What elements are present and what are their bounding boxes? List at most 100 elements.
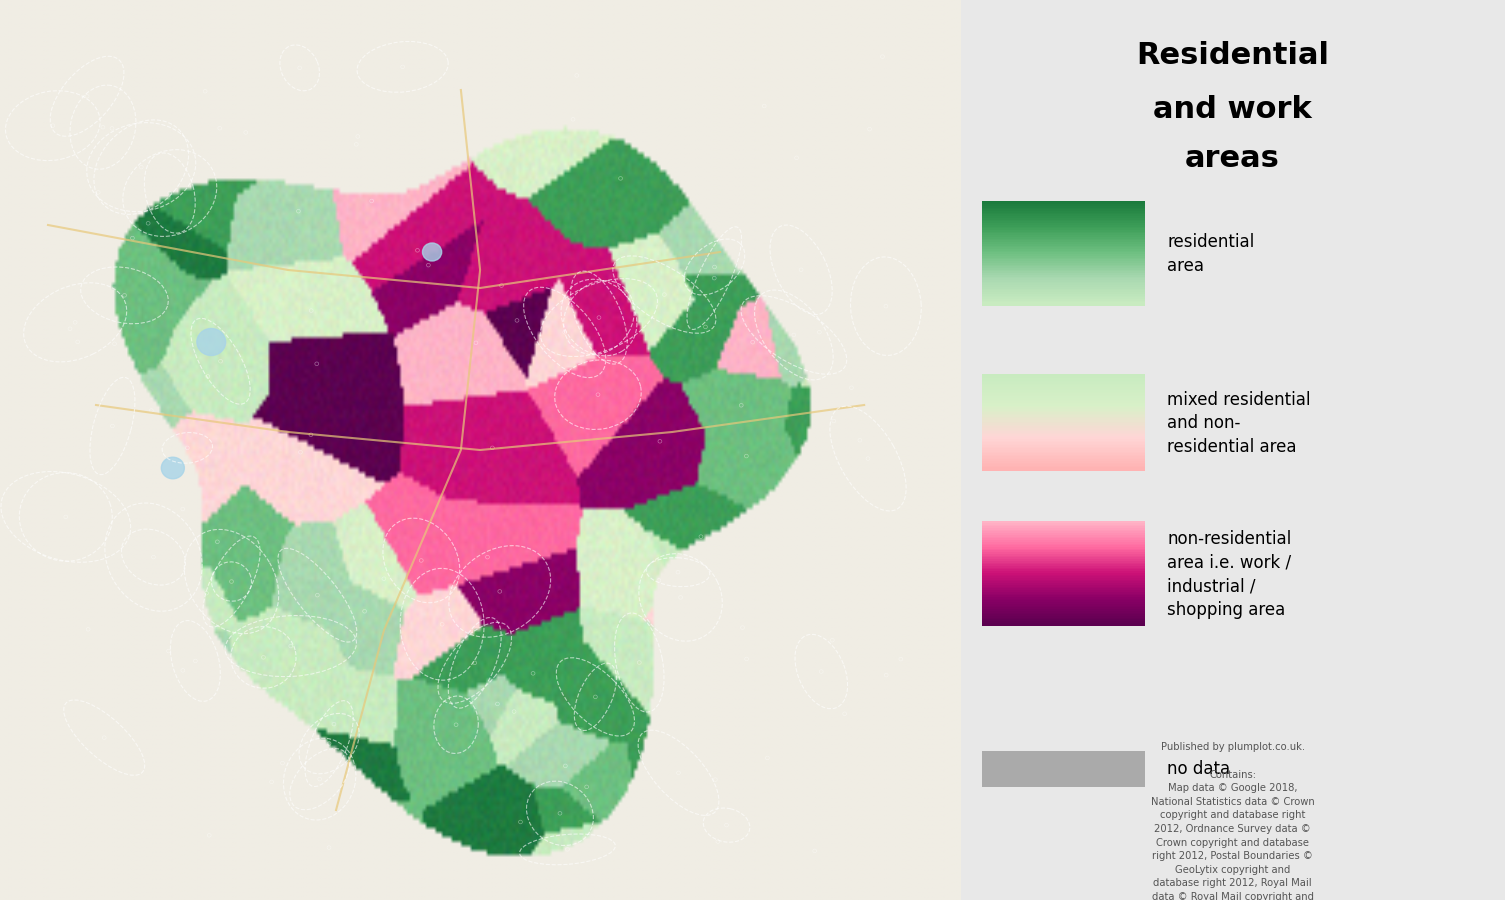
Bar [981, 574, 1145, 578]
Bar [981, 448, 1145, 452]
Bar [981, 230, 1145, 233]
Text: and work: and work [1153, 94, 1312, 123]
Bar [981, 289, 1145, 293]
Bar [981, 297, 1145, 301]
Bar [981, 257, 1145, 261]
Bar [981, 421, 1145, 425]
Bar [981, 425, 1145, 428]
Bar [981, 244, 1145, 248]
Bar [981, 389, 1145, 392]
Bar [981, 261, 1145, 265]
Circle shape [423, 243, 441, 261]
Bar [981, 254, 1145, 257]
Bar [981, 218, 1145, 221]
Bar [981, 278, 1145, 282]
Bar [981, 382, 1145, 385]
Bar [981, 408, 1145, 410]
Bar [981, 613, 1145, 616]
Bar [981, 233, 1145, 237]
Bar [981, 531, 1145, 535]
Bar [981, 595, 1145, 598]
Bar [981, 417, 1145, 420]
Bar [981, 611, 1145, 615]
Bar [981, 528, 1145, 532]
Bar [981, 390, 1145, 393]
Bar [981, 552, 1145, 555]
Bar [981, 280, 1145, 284]
Bar [981, 594, 1145, 597]
Bar [981, 547, 1145, 551]
Bar [981, 598, 1145, 602]
Bar [981, 284, 1145, 287]
Bar [981, 554, 1145, 557]
Bar [981, 256, 1145, 259]
Bar [981, 272, 1145, 275]
Text: areas: areas [1184, 144, 1281, 173]
Bar [981, 542, 1145, 545]
Bar [981, 420, 1145, 423]
Bar [981, 751, 1145, 787]
Bar [981, 544, 1145, 547]
Bar [981, 583, 1145, 587]
Bar [981, 381, 1145, 384]
Bar [981, 376, 1145, 379]
Bar [981, 621, 1145, 625]
Bar [981, 415, 1145, 419]
Bar [981, 458, 1145, 461]
Bar [981, 463, 1145, 466]
Bar [981, 227, 1145, 230]
Bar [981, 434, 1145, 437]
Bar [981, 423, 1145, 427]
Bar [981, 442, 1145, 446]
Bar [981, 299, 1145, 302]
Bar [981, 623, 1145, 626]
Circle shape [161, 457, 184, 479]
Bar [981, 225, 1145, 229]
Bar [981, 437, 1145, 441]
Text: non-residential
area i.e. work /
industrial /
shopping area: non-residential area i.e. work / industr… [1168, 530, 1291, 619]
Bar [981, 291, 1145, 294]
Bar [981, 263, 1145, 266]
Bar [981, 450, 1145, 454]
Bar [981, 559, 1145, 562]
Bar [981, 410, 1145, 414]
Bar [981, 374, 1145, 378]
Bar [981, 402, 1145, 406]
Circle shape [197, 328, 226, 356]
Bar [981, 398, 1145, 401]
Bar [981, 266, 1145, 270]
Bar [981, 614, 1145, 617]
Bar [981, 240, 1145, 244]
Bar [981, 385, 1145, 389]
Bar [981, 600, 1145, 604]
Bar [981, 429, 1145, 433]
Bar [981, 580, 1145, 583]
Bar [981, 406, 1145, 410]
Bar [981, 616, 1145, 619]
Bar [981, 589, 1145, 592]
Bar [981, 235, 1145, 238]
Bar [981, 414, 1145, 417]
Bar [981, 453, 1145, 456]
Bar [981, 454, 1145, 458]
Bar [981, 295, 1145, 299]
Bar [981, 597, 1145, 600]
Bar [981, 545, 1145, 549]
Text: Published by plumplot.co.uk.

Contains:
Map data © Google 2018,
National Statist: Published by plumplot.co.uk. Contains: M… [1151, 742, 1314, 900]
Bar [981, 409, 1145, 412]
Bar [981, 216, 1145, 220]
Bar [981, 592, 1145, 596]
Bar [981, 238, 1145, 242]
Bar [981, 302, 1145, 306]
Bar [981, 456, 1145, 460]
Bar [981, 285, 1145, 289]
Text: mixed residential
and non-
residential area: mixed residential and non- residential a… [1168, 391, 1311, 456]
Bar [981, 568, 1145, 572]
Bar [981, 590, 1145, 594]
Bar [981, 293, 1145, 297]
Bar [981, 581, 1145, 585]
Bar [981, 608, 1145, 611]
Bar [981, 557, 1145, 561]
Bar [981, 259, 1145, 263]
Bar [981, 249, 1145, 253]
